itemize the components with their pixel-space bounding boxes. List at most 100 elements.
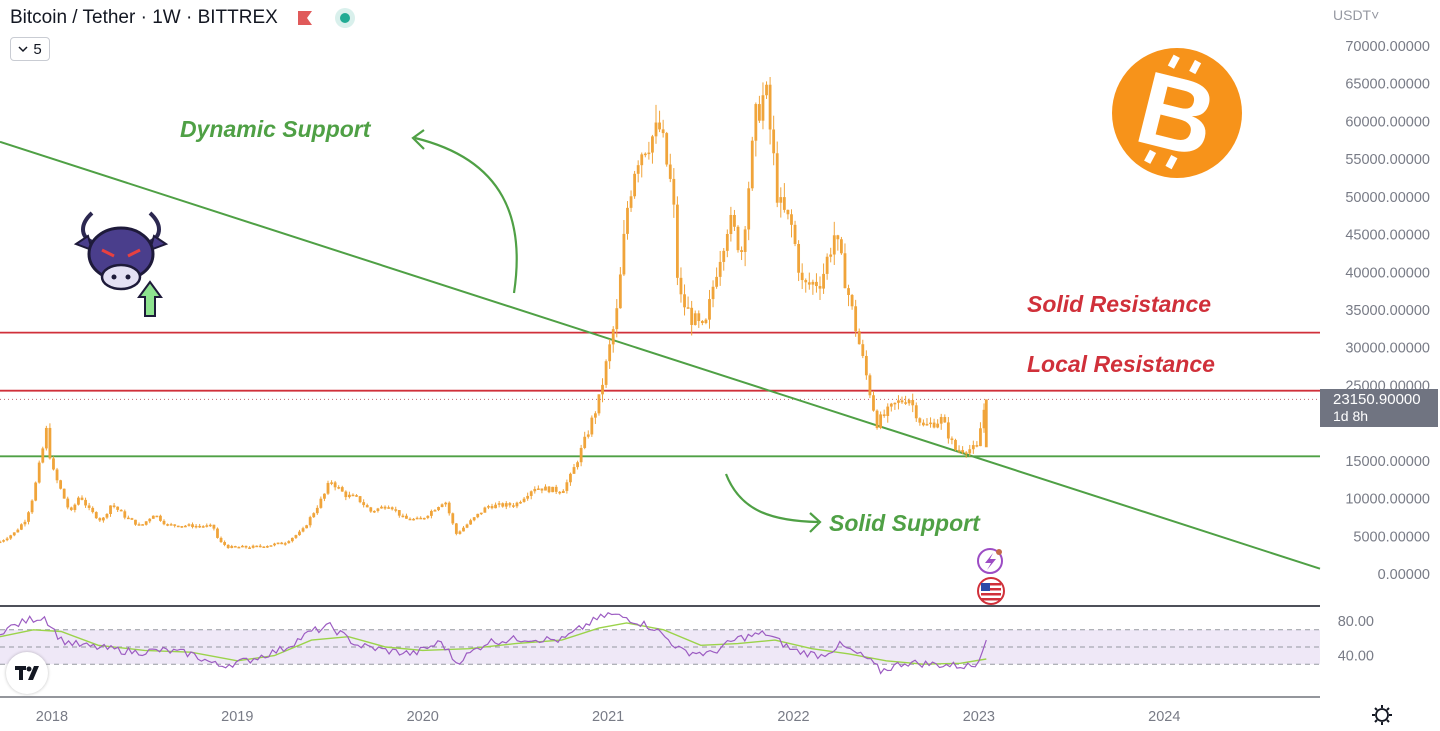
candle-body (747, 188, 751, 230)
candle-body (665, 133, 669, 165)
gear-icon[interactable] (1369, 702, 1395, 728)
candle-body (761, 95, 765, 121)
candle-body (675, 204, 679, 278)
candle-body (372, 510, 376, 513)
candle-body (205, 525, 209, 527)
candle-body (697, 313, 701, 322)
candle-body (850, 295, 854, 307)
solid-resistance-label: Solid Resistance (1027, 291, 1211, 317)
candle-body (44, 427, 48, 449)
bitcoin-logo-icon: B (1112, 48, 1242, 180)
candle-body (255, 545, 259, 548)
candle-body (223, 542, 227, 545)
candle-body (369, 507, 373, 512)
dynamic-support-label: Dynamic Support (180, 116, 372, 142)
candle-body (683, 294, 686, 308)
candle-body (444, 502, 448, 505)
candle-body (173, 524, 177, 526)
lightning-icon[interactable] (977, 548, 1003, 574)
currency-selector[interactable]: USDT˅ (1333, 7, 1379, 23)
candle-body (893, 402, 897, 405)
candle-body (818, 286, 822, 289)
candle-body (740, 250, 743, 252)
candle-body (797, 243, 801, 273)
candle-body (743, 229, 747, 252)
candle-body (301, 528, 305, 532)
candle-body (148, 518, 152, 522)
tradingview-logo-icon[interactable] (6, 652, 48, 694)
market-status-dot (340, 13, 350, 23)
candle-body (943, 417, 947, 423)
candle-body (447, 502, 451, 514)
candle-body (319, 498, 323, 508)
candle-body (957, 449, 961, 452)
candle-body (504, 503, 508, 507)
solid-support-label: Solid Support (829, 510, 981, 536)
bar-countdown: 1d 8h (1333, 408, 1369, 424)
indicators-toggle-button[interactable]: 5 (10, 37, 50, 61)
candle-body (412, 518, 415, 521)
chart-layers (0, 77, 1321, 698)
candle-body (422, 517, 426, 520)
price-tick-label: 15000.00000 (1345, 454, 1430, 470)
candle-body (390, 507, 394, 510)
candle-body (208, 524, 212, 527)
candle-body (365, 505, 369, 508)
candle-body (176, 525, 180, 528)
candle-body (854, 306, 858, 332)
candle-body (419, 517, 423, 520)
candle-body (380, 506, 383, 509)
candle-body (126, 517, 130, 520)
candle-body (918, 418, 922, 423)
candle-body (290, 537, 294, 542)
candle-body (16, 529, 20, 533)
candle-body (768, 84, 772, 130)
candle-body (576, 462, 579, 468)
candle-body (544, 486, 547, 491)
candle-body (269, 545, 273, 547)
candle-body (98, 518, 102, 521)
candle-body (212, 524, 216, 529)
candle-body (968, 449, 972, 454)
up-arrow-icon (137, 280, 163, 317)
candle-body (800, 272, 804, 281)
symbol-title[interactable]: Bitcoin / Tether · 1W · BITTREX (10, 7, 278, 28)
candle-body (169, 524, 173, 526)
market-status-icon[interactable] (335, 8, 355, 28)
chevron-down-icon: ˅ (1371, 7, 1380, 23)
candle-body (315, 507, 319, 514)
price-tick-label: 70000.00000 (1345, 39, 1430, 55)
candle-body (347, 494, 351, 498)
candle-body (804, 280, 808, 283)
price-tick-label: 55000.00000 (1345, 152, 1430, 168)
candle-body (832, 235, 836, 255)
candle-body (889, 403, 893, 407)
candle-body (69, 507, 73, 510)
candle-body (248, 547, 251, 549)
us-flag-icon[interactable] (977, 577, 1005, 605)
candle-body (387, 507, 391, 509)
flag-icon[interactable] (297, 10, 313, 26)
candle-body (469, 520, 473, 525)
candle-body (946, 422, 950, 439)
candle-body (0, 541, 2, 544)
candle-body (704, 319, 708, 323)
candle-body (836, 235, 840, 240)
candle-body (715, 276, 719, 287)
candle-body (9, 535, 13, 539)
candle-body (237, 546, 241, 549)
candle-body (123, 511, 127, 518)
candle-body (882, 414, 886, 417)
candle-body (23, 521, 27, 525)
candle-body (487, 506, 490, 508)
candle-body (936, 423, 940, 428)
candle-body (711, 286, 715, 300)
rsi-tick-label: 80.00 (1338, 614, 1374, 630)
candle-body (932, 422, 936, 428)
candle-body (775, 153, 779, 203)
candle-body (397, 510, 401, 516)
candle-body (19, 524, 23, 530)
candle-body (497, 503, 501, 505)
